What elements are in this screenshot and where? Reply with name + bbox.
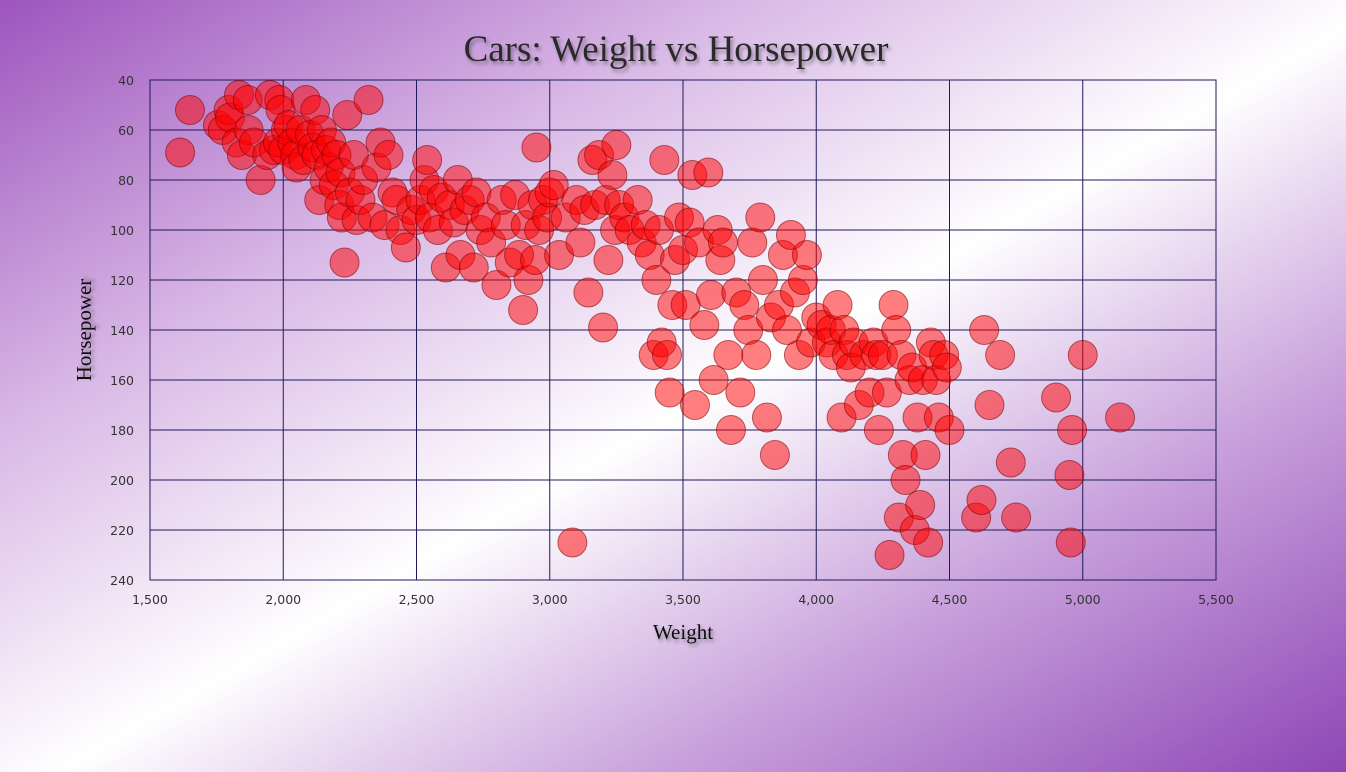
- data-point: [863, 415, 894, 445]
- data-point: [878, 290, 909, 320]
- data-point: [1057, 415, 1088, 445]
- data-point: [641, 265, 672, 295]
- data-point: [521, 132, 552, 163]
- data-point: [165, 137, 196, 168]
- data-point: [1041, 382, 1072, 413]
- data-point: [373, 140, 404, 170]
- x-tick-label: 3,000: [532, 592, 568, 607]
- data-point: [985, 340, 1016, 370]
- data-point: [573, 277, 604, 308]
- data-point: [890, 465, 921, 495]
- data-point: [679, 390, 710, 420]
- data-point: [1054, 460, 1085, 490]
- data-point: [1067, 340, 1098, 370]
- data-point: [588, 312, 619, 343]
- data-point: [1055, 527, 1086, 558]
- data-point: [741, 340, 772, 370]
- data-point: [695, 280, 726, 310]
- y-tick-label: 40: [118, 73, 134, 88]
- data-point: [759, 440, 790, 470]
- x-tick-label: 5,500: [1198, 592, 1234, 607]
- data-point: [538, 170, 569, 200]
- data-point: [652, 340, 683, 370]
- data-point: [390, 232, 421, 263]
- data-point: [822, 290, 853, 320]
- data-point: [707, 227, 738, 258]
- y-tick-label: 240: [110, 573, 134, 588]
- chart-title: Cars: Weight vs Horsepower: [464, 29, 889, 70]
- y-tick-label: 120: [110, 273, 134, 288]
- x-tick-label: 4,000: [798, 592, 834, 607]
- x-tick-label: 4,500: [932, 592, 968, 607]
- data-point: [966, 485, 997, 515]
- data-point: [508, 295, 539, 325]
- data-points: [165, 80, 1136, 570]
- data-point: [698, 365, 729, 395]
- data-point: [737, 227, 768, 258]
- x-axis-title: Weight: [653, 620, 713, 644]
- data-point: [747, 265, 778, 295]
- data-point: [791, 240, 822, 270]
- y-tick-label: 200: [110, 473, 134, 488]
- data-point: [174, 95, 205, 125]
- data-point: [751, 402, 782, 433]
- y-tick-label: 220: [110, 523, 134, 538]
- x-tick-label: 5,000: [1065, 592, 1101, 607]
- data-point: [745, 202, 776, 233]
- data-point: [332, 100, 363, 130]
- data-point: [725, 377, 756, 408]
- x-tick-label: 3,500: [665, 592, 701, 607]
- data-point: [713, 340, 744, 370]
- y-tick-label: 160: [110, 373, 134, 388]
- plot-area: [149, 79, 1217, 581]
- x-tick-label: 2,500: [399, 592, 435, 607]
- y-tick-label: 80: [118, 173, 134, 188]
- data-point: [593, 245, 624, 275]
- data-point: [557, 527, 588, 558]
- data-point: [974, 390, 1005, 420]
- data-point: [689, 310, 720, 340]
- data-point: [995, 447, 1026, 478]
- y-axis-title: Horsepower: [72, 279, 96, 382]
- y-tick-label: 60: [118, 123, 134, 138]
- data-point: [353, 85, 384, 115]
- y-axis-ticks: 40 60 80 100 120 140 160 180 200 220 240: [110, 73, 134, 588]
- data-point: [412, 145, 443, 175]
- data-point: [329, 247, 360, 278]
- x-axis-ticks: 1,500 2,000 2,500 3,000 3,500 4,000 4,500 5,000…: [132, 592, 1234, 607]
- data-point: [601, 130, 632, 160]
- data-point: [934, 415, 965, 445]
- y-tick-label: 140: [110, 323, 134, 338]
- data-point: [910, 440, 941, 470]
- data-point: [775, 220, 806, 250]
- y-tick-label: 180: [110, 423, 134, 438]
- data-point: [245, 165, 276, 195]
- x-tick-label: 1,500: [132, 592, 168, 607]
- data-point: [1001, 502, 1032, 533]
- data-point: [874, 540, 905, 570]
- data-point: [622, 185, 653, 215]
- data-point: [565, 227, 596, 258]
- x-tick-label: 2,000: [265, 592, 301, 607]
- data-point: [1105, 402, 1136, 433]
- data-point: [913, 527, 944, 558]
- data-point: [654, 377, 685, 408]
- data-point: [771, 315, 802, 345]
- data-point: [931, 352, 962, 383]
- data-point: [693, 157, 724, 188]
- data-point: [481, 270, 512, 300]
- data-point: [881, 315, 912, 345]
- data-point: [649, 145, 680, 175]
- y-tick-label: 100: [110, 223, 134, 238]
- data-point: [787, 265, 818, 295]
- data-point: [458, 252, 489, 283]
- data-point: [905, 490, 936, 520]
- data-point: [597, 160, 628, 190]
- data-point: [715, 415, 746, 445]
- data-point: [969, 315, 1000, 345]
- data-point: [729, 290, 760, 320]
